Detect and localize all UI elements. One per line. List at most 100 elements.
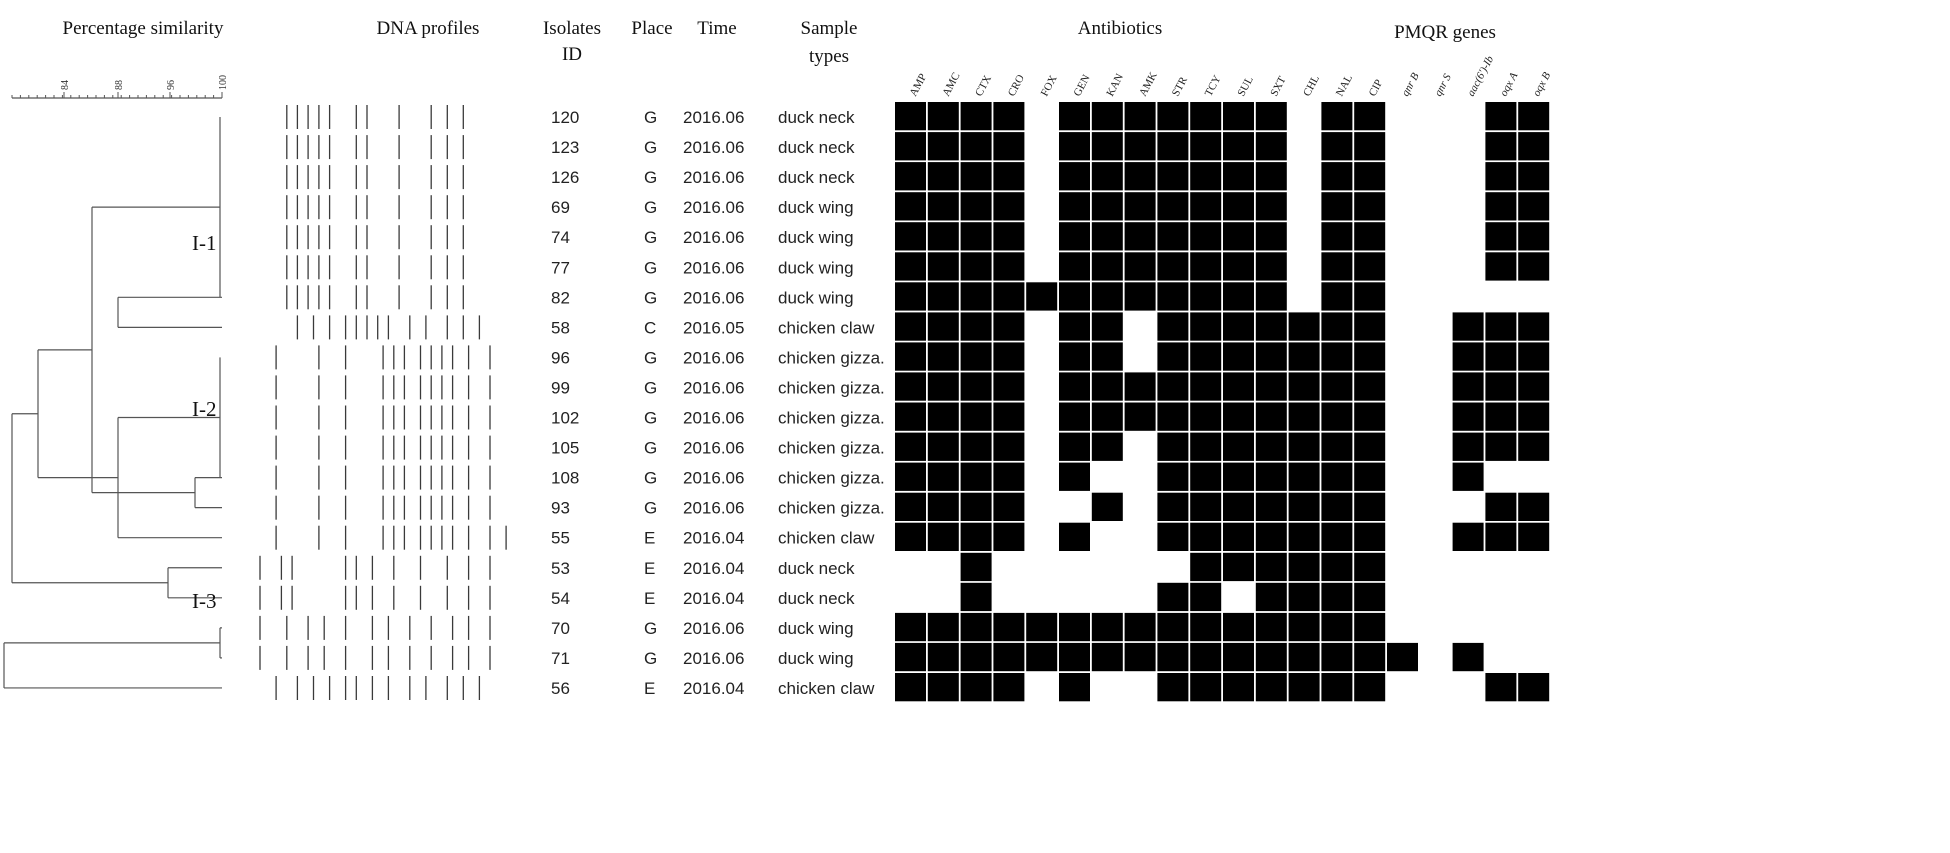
antibiotic-column-label: CHL xyxy=(1301,73,1322,98)
isolate-place: G xyxy=(644,348,657,367)
resistance-cell xyxy=(1354,342,1386,371)
resistance-cell xyxy=(1124,132,1156,161)
isolate-id: 123 xyxy=(551,138,579,157)
resistance-cell xyxy=(1026,642,1058,672)
resistance-cell xyxy=(1091,252,1123,281)
resistance-cell xyxy=(1288,642,1320,672)
antibiotic-column-label: CIP xyxy=(1367,78,1386,99)
resistance-cell xyxy=(1059,282,1090,311)
isolate-sample-type: chicken claw xyxy=(778,318,875,337)
resistance-cell xyxy=(1255,612,1287,642)
resistance-cell xyxy=(1223,642,1254,672)
resistance-cell xyxy=(960,402,992,431)
gene-cell xyxy=(1518,492,1550,521)
gene-column-label: qnr B xyxy=(1399,71,1421,99)
resistance-cell xyxy=(895,372,926,401)
resistance-cell xyxy=(1059,102,1090,131)
dna-band-lane xyxy=(275,435,491,460)
gene-cell xyxy=(1485,402,1517,431)
resistance-cell xyxy=(1321,402,1353,431)
resistance-cell xyxy=(960,192,992,221)
isolate-row: 58 C 2016.05 chicken claw xyxy=(551,318,875,337)
isolate-time: 2016.06 xyxy=(683,378,744,397)
resistance-cell xyxy=(993,432,1025,461)
isolate-id: 53 xyxy=(551,559,570,578)
resistance-cell xyxy=(1091,492,1123,521)
matrix-row xyxy=(895,673,1550,702)
header-sample-types-line1: Sample xyxy=(801,18,858,39)
resistance-cell xyxy=(1255,432,1287,461)
gene-cell xyxy=(1485,312,1517,341)
isolate-sample-type: duck wing xyxy=(778,228,854,247)
resistance-cell xyxy=(1223,522,1254,551)
isolate-time: 2016.06 xyxy=(683,288,744,307)
resistance-cell xyxy=(1157,192,1189,221)
isolate-id: 74 xyxy=(551,228,570,247)
resistance-cell xyxy=(1223,162,1254,191)
resistance-cell xyxy=(1190,432,1222,461)
isolate-id: 54 xyxy=(551,589,570,608)
resistance-cell xyxy=(1255,642,1287,672)
resistance-cell xyxy=(1059,673,1090,702)
isolate-row: 105 G 2016.06 chicken gizza. xyxy=(551,439,885,458)
resistance-cell xyxy=(1255,372,1287,401)
isolate-row: 108 G 2016.06 chicken gizza. xyxy=(551,469,885,488)
resistance-cell xyxy=(1223,252,1254,281)
resistance-cell xyxy=(1321,312,1353,341)
resistance-cell xyxy=(1059,522,1090,551)
resistance-cell xyxy=(1288,612,1320,642)
resistance-cell xyxy=(1223,372,1254,401)
resistance-cell xyxy=(895,102,926,131)
resistance-cell xyxy=(927,673,959,702)
header-isolates-id-line1: Isolates xyxy=(543,18,601,39)
matrix-row xyxy=(895,252,1550,281)
isolate-id: 120 xyxy=(551,108,579,127)
resistance-cell xyxy=(1223,192,1254,221)
resistance-cell xyxy=(1223,282,1254,311)
gene-cell xyxy=(1518,162,1550,191)
gene-cell xyxy=(1452,432,1484,461)
gene-cell xyxy=(1518,192,1550,221)
resistance-cell xyxy=(1354,252,1386,281)
resistance-cell xyxy=(1255,552,1287,582)
dna-band-lane xyxy=(259,585,491,610)
resistance-cell xyxy=(1157,282,1189,311)
resistance-cell xyxy=(927,192,959,221)
gene-cell xyxy=(1452,372,1484,401)
resistance-cell xyxy=(1091,222,1123,251)
resistance-cell xyxy=(1288,402,1320,431)
isolate-id: 93 xyxy=(551,499,570,518)
resistance-cell xyxy=(927,372,959,401)
isolate-row: 123 G 2016.06 duck neck xyxy=(551,138,855,157)
antibiotic-column-label: FOX xyxy=(1039,73,1060,98)
gene-cell xyxy=(1518,372,1550,401)
gene-cell xyxy=(1518,673,1550,702)
header-percentage-similarity: Percentage similarity xyxy=(63,18,224,39)
resistance-cell xyxy=(1288,522,1320,551)
isolate-row: 99 G 2016.06 chicken gizza. xyxy=(551,378,885,397)
isolate-sample-type: chicken gizza. xyxy=(778,499,885,518)
resistance-cell xyxy=(895,342,926,371)
resistance-cell xyxy=(1059,252,1090,281)
resistance-cell xyxy=(1223,312,1254,341)
resistance-cell xyxy=(1026,612,1058,642)
antibiotic-column-label: STR xyxy=(1170,74,1190,98)
header-antibiotics: Antibiotics xyxy=(1078,18,1162,39)
resistance-cell xyxy=(1255,522,1287,551)
isolate-row: 102 G 2016.06 chicken gizza. xyxy=(551,409,885,428)
isolate-time: 2016.06 xyxy=(683,228,744,247)
resistance-cell xyxy=(1190,372,1222,401)
header-isolates-id-line2: ID xyxy=(562,44,582,65)
resistance-cell xyxy=(927,132,959,161)
resistance-cell xyxy=(927,342,959,371)
isolate-sample-type: duck wing xyxy=(778,649,854,668)
matrix-row xyxy=(895,132,1550,161)
isolate-id: 96 xyxy=(551,348,570,367)
cluster-label-i-1: I-1 xyxy=(192,231,217,255)
resistance-cell xyxy=(895,162,926,191)
resistance-cell xyxy=(993,612,1025,642)
resistance-cell xyxy=(1288,372,1320,401)
resistance-cell xyxy=(1091,342,1123,371)
resistance-cell xyxy=(1124,372,1156,401)
resistance-cell xyxy=(1157,342,1189,371)
